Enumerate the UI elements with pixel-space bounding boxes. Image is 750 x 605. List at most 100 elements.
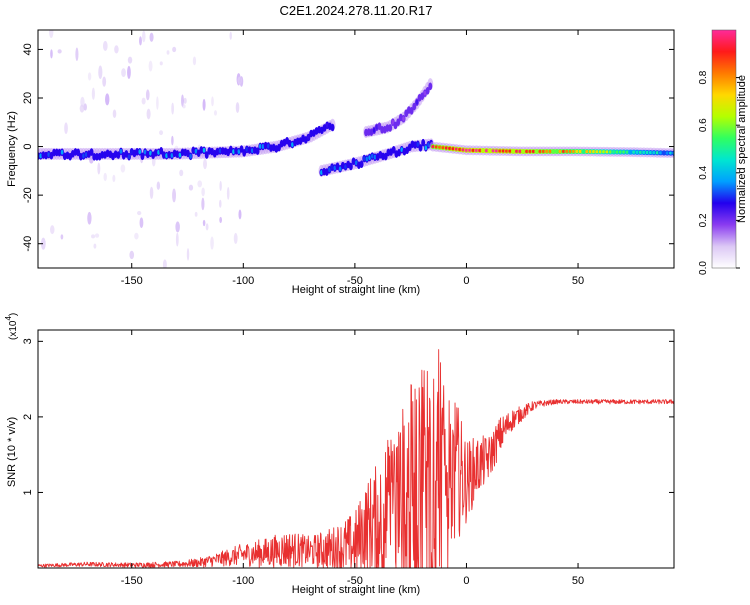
main-band-cell xyxy=(52,148,56,157)
main-band-peak xyxy=(250,148,254,154)
lower-branch-cell xyxy=(348,162,353,171)
steady-line-cell xyxy=(661,150,667,156)
main-band-cell xyxy=(94,152,99,161)
steady-line-peak xyxy=(625,150,629,154)
main-band-cell xyxy=(92,153,97,161)
snr-series-line xyxy=(38,349,674,568)
main-band-peak xyxy=(288,141,292,146)
spectral-noise xyxy=(194,211,198,217)
snr-y-axis-label: SNR (10 * v/v) xyxy=(6,417,18,487)
lower-branch-peak xyxy=(400,147,404,153)
colorbar-tick-label: 0.4 xyxy=(698,165,709,179)
spectral-noise xyxy=(201,187,205,197)
snr-multiplier-close: ) xyxy=(8,313,19,316)
steady-line-peak xyxy=(638,150,643,154)
main-band-peak xyxy=(245,146,249,152)
spectral-noise xyxy=(60,234,64,240)
lower-branch-peak xyxy=(370,153,374,159)
steady-line-peak xyxy=(518,149,522,153)
main-band-peak xyxy=(261,144,265,149)
spectral-noise xyxy=(205,223,209,231)
steady-line-peak xyxy=(471,148,475,152)
spectral-noise xyxy=(233,232,238,244)
steady-line-peak xyxy=(451,147,455,151)
main-band-peak xyxy=(138,149,142,155)
spectral-noise xyxy=(226,186,230,200)
spectral-noise xyxy=(192,56,197,66)
spectral-noise xyxy=(159,61,163,66)
snr-y-tick-label: 3 xyxy=(22,338,34,344)
steady-line-peak xyxy=(645,150,649,155)
steady-line-peak xyxy=(491,149,495,153)
lower-branch-peak xyxy=(360,161,363,167)
upper-branch-peak xyxy=(391,119,395,125)
steady-line-peak xyxy=(568,149,572,154)
spectral-noise xyxy=(64,122,68,135)
lower-branch-peak xyxy=(424,145,428,151)
main-band-peak xyxy=(162,152,166,158)
steady-line-cell xyxy=(480,147,486,154)
steady-line-peak xyxy=(622,150,626,154)
lower-branch-cell xyxy=(418,144,423,152)
steady-line-peak xyxy=(431,144,435,149)
steady-line-peak xyxy=(528,149,532,154)
upper-branch-cell xyxy=(412,102,417,111)
steady-line-peak xyxy=(458,147,462,152)
lower-branch-peak xyxy=(413,142,417,148)
colorbar-tick-label: 0.2 xyxy=(698,213,709,227)
main-band-peak xyxy=(130,149,134,155)
snr-y-axis: 1 2 3 xyxy=(22,338,674,496)
spectral-noise xyxy=(83,103,87,111)
lower-branch-peak xyxy=(368,155,371,161)
steady-line-peak xyxy=(618,150,623,154)
main-band-peak xyxy=(39,153,42,159)
main-band-cell xyxy=(277,143,281,152)
spectral-noise xyxy=(137,210,142,216)
steady-line-peak xyxy=(531,149,536,154)
steady-line-peak xyxy=(434,145,438,149)
steady-line-peak xyxy=(545,149,549,154)
spectrogram-x-tick-label: -100 xyxy=(232,275,254,287)
lower-branch-peak xyxy=(421,140,425,146)
colorbar-gradient xyxy=(711,29,737,269)
spectral-noise xyxy=(219,216,222,224)
upper-branch-cell xyxy=(428,82,433,91)
spectral-noise xyxy=(172,188,177,203)
upper-branch-peak xyxy=(370,129,373,135)
main-band-cell xyxy=(89,148,94,156)
steady-line-peak xyxy=(558,149,562,154)
spectral-noise xyxy=(175,221,180,233)
spectral-noise xyxy=(202,219,206,227)
steady-line-peak xyxy=(658,151,663,155)
upper-branch-cell xyxy=(396,118,401,127)
steady-line-peak xyxy=(635,150,639,154)
steady-line-peak xyxy=(632,150,636,154)
main-band-peak xyxy=(119,148,123,154)
lower-branch-peak xyxy=(333,165,337,171)
spectral-noise xyxy=(211,96,214,107)
main-band-peak xyxy=(194,148,198,154)
steady-line-peak xyxy=(494,149,499,153)
steady-line-peak xyxy=(478,148,482,153)
spectral-noise xyxy=(235,102,240,113)
steady-line-peak xyxy=(602,150,606,154)
upper-branch-peak xyxy=(423,90,427,96)
spectral-noise xyxy=(139,36,142,46)
main-band-peak xyxy=(170,153,174,158)
steady-line-peak xyxy=(669,151,673,155)
spectral-noise xyxy=(203,158,207,170)
steady-line-cell xyxy=(487,148,493,154)
spectrogram-panel: -150 -100 -50 0 50 40 20 0 -20 -40 Height of str… xyxy=(6,29,675,296)
steady-line-peak xyxy=(541,149,546,154)
steady-line-peak xyxy=(448,146,452,150)
main-band-peak xyxy=(258,143,262,149)
snr-x-tick-label: -100 xyxy=(232,575,254,587)
spectral-noise xyxy=(127,65,131,79)
lower-branch-peak xyxy=(320,170,323,175)
snr-x-axis-label: Height of straight line (km) xyxy=(292,584,420,596)
main-band-peak xyxy=(82,153,85,159)
lower-branch-cell xyxy=(391,145,396,154)
upper-branch-cell xyxy=(385,124,390,132)
upper-branch-cell xyxy=(380,125,385,134)
spectral-noise xyxy=(182,104,186,109)
